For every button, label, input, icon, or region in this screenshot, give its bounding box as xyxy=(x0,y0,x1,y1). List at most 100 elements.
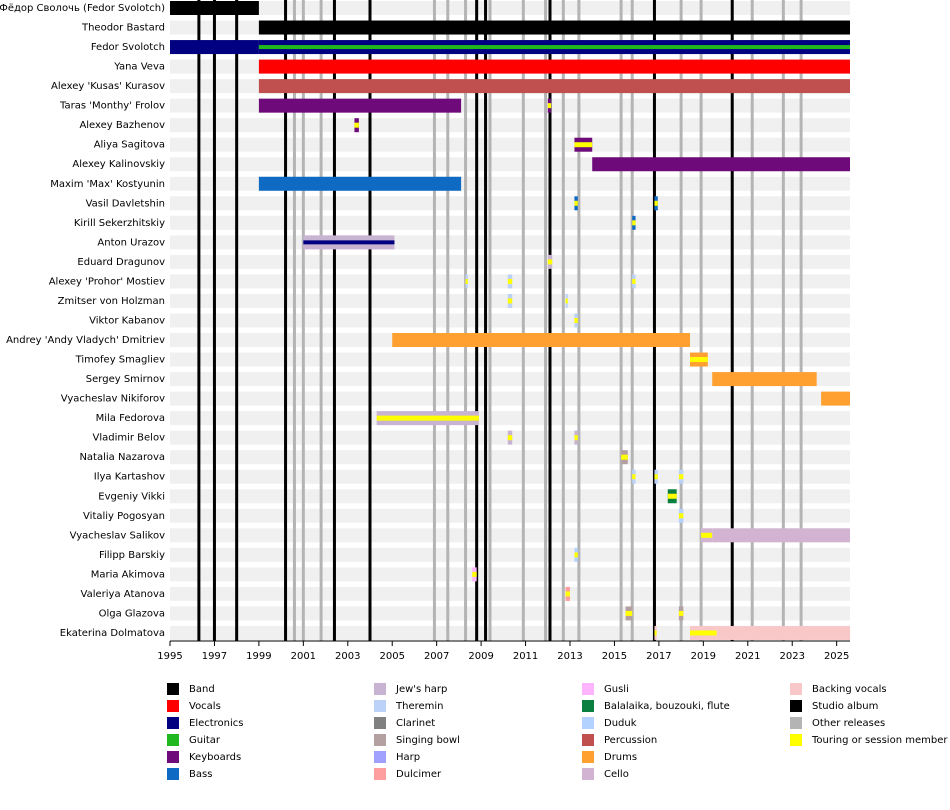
legend-label: Electronics xyxy=(189,718,244,729)
member-bar xyxy=(258,98,462,113)
legend-label: Keyboards xyxy=(189,752,241,763)
touring-stripe xyxy=(574,200,578,206)
member-bar xyxy=(258,59,850,74)
touring-stripe xyxy=(654,630,657,636)
legend-label: Balalaika, bouzouki, flute xyxy=(604,701,730,712)
legend-label: Vocals xyxy=(189,701,221,712)
row-band xyxy=(170,606,850,621)
x-tick-label: 2025 xyxy=(824,651,849,662)
x-tick-label: 2005 xyxy=(379,651,404,662)
touring-stripe xyxy=(678,474,684,480)
member-name: Eduard Dragunov xyxy=(77,257,165,268)
legend-label: Jew's harp xyxy=(395,684,447,695)
legend-swatch xyxy=(790,734,802,746)
legend-label: Clarinet xyxy=(396,718,435,729)
x-tick-label: 1995 xyxy=(157,651,182,662)
legend-label: Guitar xyxy=(189,735,221,746)
touring-stripe xyxy=(376,415,479,421)
legend-swatch xyxy=(374,683,386,695)
member-name: Alexey Kalinovskiy xyxy=(72,159,165,170)
row-band xyxy=(170,118,850,133)
legend-label: Drums xyxy=(604,752,637,763)
legend-label: Touring or session member xyxy=(811,735,948,746)
touring-stripe xyxy=(574,317,578,323)
x-tick-label: 2003 xyxy=(335,651,360,662)
touring-stripe xyxy=(547,259,553,265)
legend-label: Theremin xyxy=(395,701,444,712)
member-name: Mila Fedorova xyxy=(96,413,165,424)
row-band xyxy=(170,137,850,152)
legend-swatch xyxy=(582,768,594,780)
row-band xyxy=(170,547,850,562)
member-name: Vasil Davletshin xyxy=(86,198,165,209)
member-name: Vyacheslav Nikiforov xyxy=(61,394,165,405)
x-tick-label: 2011 xyxy=(513,651,538,662)
member-name: Vyacheslav Salikov xyxy=(70,530,165,541)
member-name: Andrey 'Andy Vladych' Dmitriev xyxy=(6,335,165,346)
member-name: Fedor Svolotch xyxy=(91,42,165,53)
touring-stripe xyxy=(632,474,636,480)
legend-label: Duduk xyxy=(604,718,637,729)
touring-stripe xyxy=(632,278,636,284)
legend-label: Harp xyxy=(396,752,420,763)
member-name: Valeriya Atanova xyxy=(81,589,165,600)
legend-swatch xyxy=(790,683,802,695)
member-name: Taras 'Monthy' Frolov xyxy=(59,101,165,112)
legend-label: Backing vocals xyxy=(812,684,887,695)
legend-label: Singing bowl xyxy=(396,735,460,746)
member-name: Alexey 'Prohor' Mostiev xyxy=(49,276,165,287)
member-bar xyxy=(716,625,850,640)
member-name: Maria Akimova xyxy=(91,569,165,580)
role-stripe xyxy=(303,240,395,245)
row-band xyxy=(170,469,850,484)
legend-swatch xyxy=(374,717,386,729)
x-tick-label: 1997 xyxy=(202,651,227,662)
touring-stripe xyxy=(354,122,359,128)
member-bar xyxy=(712,528,850,543)
row-band xyxy=(170,254,850,269)
member-name: Filipp Barskiy xyxy=(99,550,165,561)
row-band xyxy=(170,196,850,211)
legend-label: Percussion xyxy=(604,735,657,746)
row-band xyxy=(170,450,850,465)
touring-stripe xyxy=(690,357,708,363)
legend-swatch xyxy=(167,768,179,780)
row-band xyxy=(170,567,850,582)
member-bar xyxy=(258,79,850,94)
legend-swatch xyxy=(582,734,594,746)
row-band xyxy=(170,215,850,230)
touring-stripe xyxy=(625,610,633,616)
x-tick-label: 2023 xyxy=(779,651,804,662)
touring-stripe xyxy=(547,103,552,109)
legend-swatch xyxy=(582,751,594,763)
member-bar xyxy=(258,176,462,191)
touring-stripe xyxy=(621,454,628,460)
touring-stripe xyxy=(690,630,717,636)
x-tick-label: 2013 xyxy=(557,651,582,662)
legend-label: Gusli xyxy=(604,684,629,695)
row-band xyxy=(170,586,850,601)
member-name: Alexey 'Kusas' Kurasov xyxy=(51,81,165,92)
role-stripe xyxy=(258,45,850,50)
x-tick-label: 2015 xyxy=(602,651,627,662)
legend-swatch xyxy=(790,717,802,729)
member-name: Zmitser von Holzman xyxy=(58,296,165,307)
legend-swatch xyxy=(167,717,179,729)
member-bar xyxy=(170,40,259,55)
legend-label: Dulcimer xyxy=(396,769,442,780)
touring-stripe xyxy=(507,435,513,441)
legend-swatch xyxy=(167,700,179,712)
member-name: Kirill Sekerzhitskiy xyxy=(74,218,165,229)
legend-label: Cello xyxy=(604,769,629,780)
x-tick-label: 2019 xyxy=(691,651,716,662)
legend-label: Studio album xyxy=(812,701,878,712)
x-tick-label: 2021 xyxy=(735,651,760,662)
legend-swatch xyxy=(374,700,386,712)
touring-stripe xyxy=(574,435,578,441)
member-bar xyxy=(592,157,850,172)
member-bar xyxy=(821,391,850,406)
legend-swatch xyxy=(167,683,179,695)
member-name: Ekaterina Dolmatova xyxy=(60,628,165,639)
x-tick-label: 2007 xyxy=(424,651,449,662)
row-band xyxy=(170,489,850,504)
